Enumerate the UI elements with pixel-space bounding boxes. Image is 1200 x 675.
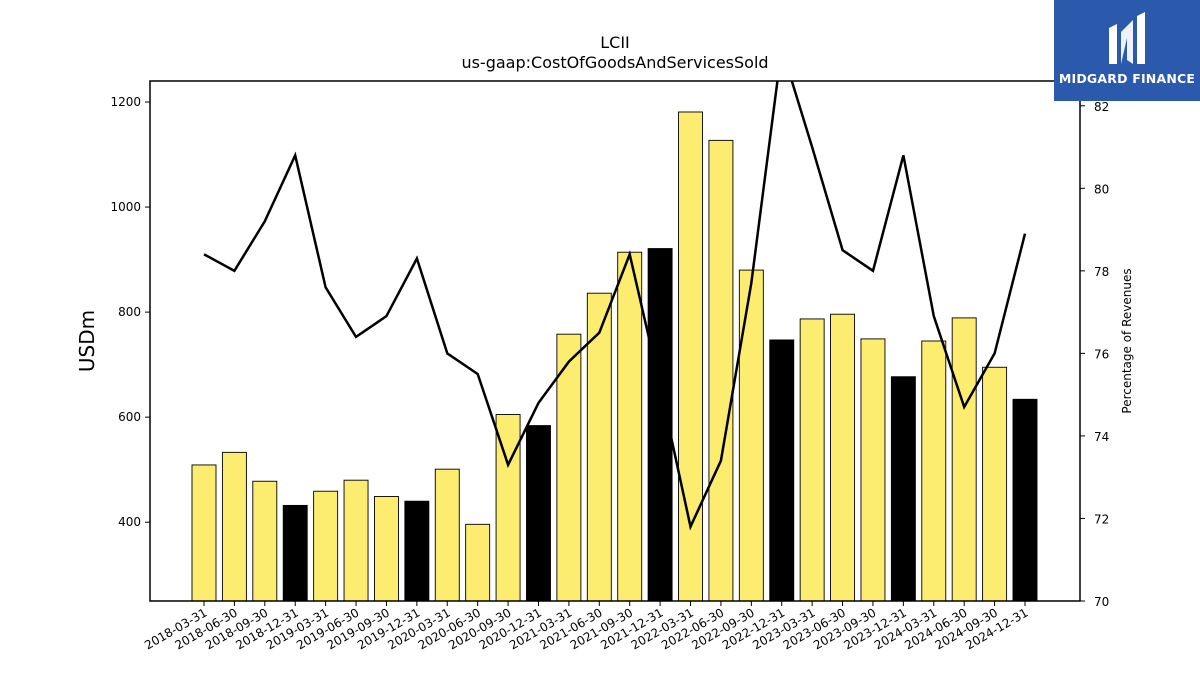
y-axis-label: USDm <box>75 310 99 372</box>
bar-2021-12-31 <box>647 248 673 602</box>
y-tick-label: 1000 <box>110 200 141 214</box>
bar-2023-03-31 <box>799 318 825 602</box>
bar-2024-12-31 <box>1012 398 1038 602</box>
bar-2021-09-30 <box>617 251 643 602</box>
bar-2022-03-31 <box>678 111 703 602</box>
bar-2020-06-30 <box>465 523 491 602</box>
y2-tick-label: 80 <box>1094 182 1109 196</box>
bar-2019-12-31 <box>404 500 430 602</box>
bar-2019-03-31 <box>313 490 339 602</box>
y2-tick-label: 74 <box>1094 430 1109 444</box>
chart-title: LCII <box>600 33 630 52</box>
bars <box>191 111 1038 602</box>
bar-2023-09-30 <box>860 338 886 602</box>
brand-name: MIDGARD FINANCE <box>1058 71 1196 86</box>
bar-2019-09-30 <box>373 496 399 602</box>
y2-tick-label: 78 <box>1094 265 1109 279</box>
y2-tick-label: 82 <box>1094 100 1109 114</box>
x-axis: 2018-03-312018-06-302018-09-302018-12-31… <box>142 601 1031 652</box>
bar-2024-09-30 <box>982 366 1008 602</box>
bar-2024-06-30 <box>951 317 977 602</box>
chart-subtitle: us-gaap:CostOfGoodsAndServicesSold <box>461 53 768 72</box>
y2-tick-label: 70 <box>1094 595 1109 609</box>
y-tick-label: 1200 <box>110 95 141 109</box>
bar-2019-06-30 <box>343 479 369 602</box>
y2-tick-label: 72 <box>1094 512 1109 526</box>
brand-logo: MIDGARD FINANCE <box>1054 0 1200 101</box>
bar-2020-03-31 <box>434 468 460 602</box>
bar-2022-06-30 <box>708 139 734 602</box>
bar-2022-12-31 <box>769 339 795 602</box>
bar-2020-09-30 <box>495 414 521 602</box>
bar-2018-03-31 <box>191 464 217 602</box>
bar-2018-06-30 <box>221 451 247 602</box>
bar-2023-06-30 <box>830 313 856 602</box>
plot-frame <box>149 80 1081 602</box>
bar-2022-09-30 <box>738 269 764 602</box>
bar-2018-09-30 <box>252 480 278 602</box>
y2-axis-label: Percentage of Revenues <box>1120 268 1134 413</box>
bar-2024-03-31 <box>921 340 947 602</box>
y-tick-label: 600 <box>118 410 141 424</box>
y-tick-label: 800 <box>118 305 141 319</box>
y-axis-left: 400 600 800 1000 1200 <box>110 95 150 529</box>
y2-tick-label: 76 <box>1094 347 1109 361</box>
percentage-line <box>203 81 1027 531</box>
y-axis-right: 70 72 74 76 78 80 82 <box>1080 100 1109 609</box>
midgard-logo-icon <box>1109 12 1145 64</box>
bar-2023-12-31 <box>890 376 916 602</box>
bar-2018-12-31 <box>282 504 308 602</box>
bar-2020-12-31 <box>526 425 551 602</box>
line-layer <box>203 81 1027 531</box>
bar-2021-06-30 <box>586 292 612 602</box>
y-tick-label: 400 <box>118 515 141 529</box>
